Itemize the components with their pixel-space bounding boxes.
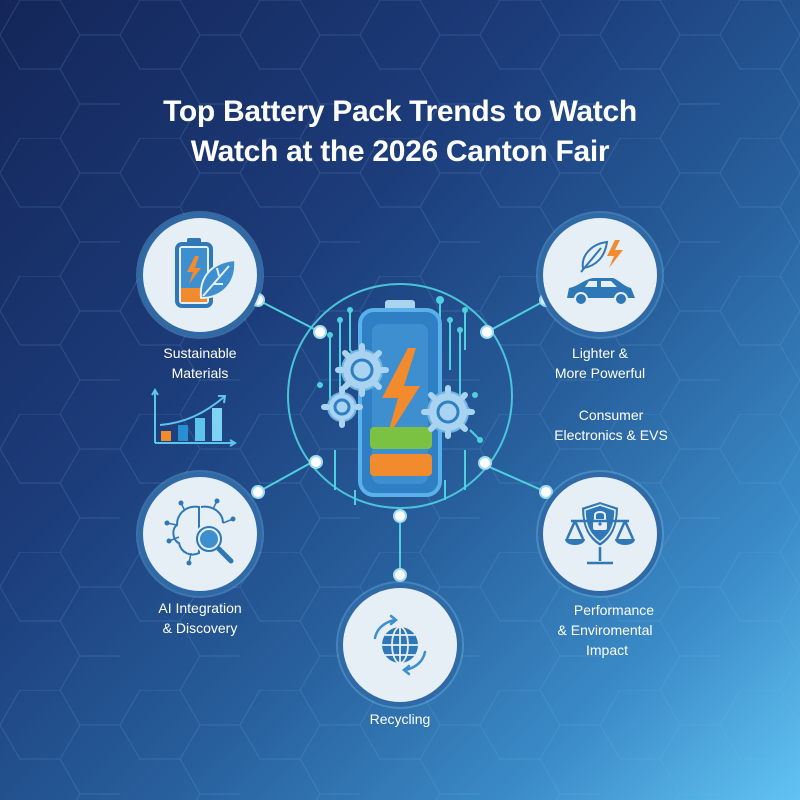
title-line-2: Watch at the 2026 Canton Fair: [190, 135, 610, 168]
shield-lock-scales-icon: [565, 499, 635, 565]
feather-bolt-car-icon: [567, 240, 635, 306]
node-performance-environmental: [543, 477, 657, 591]
label-consumer-electronics-evs: Consumer Electronics & EVS: [554, 407, 668, 443]
label-performance-environmental: Performance & Enviromental Impact: [557, 602, 655, 658]
node-recycling: [343, 588, 457, 702]
label-lighter-more-powerful: Lighter & More Powerful: [554, 345, 646, 381]
growth-bar-chart-icon: [151, 388, 237, 447]
node-lighter-more-powerful: [543, 218, 657, 332]
node-ai-integration: [143, 477, 257, 591]
node-sustainable-materials: [143, 218, 257, 332]
title-line-1: Top Battery Pack Trends to Watch: [163, 95, 637, 128]
page-title: Top Battery Pack Trends to Watch Watch a…: [0, 92, 800, 172]
label-ai-integration: AI Integration & Discovery: [158, 600, 242, 636]
brain-magnifier-icon: [164, 498, 236, 566]
globe-recycle-icon: [373, 614, 427, 676]
label-recycling: Recycling: [369, 711, 431, 727]
battery-leaf-icon: [175, 238, 237, 308]
label-sustainable-materials: Sustainable Materials: [163, 345, 237, 381]
central-battery-icon: [317, 296, 483, 505]
